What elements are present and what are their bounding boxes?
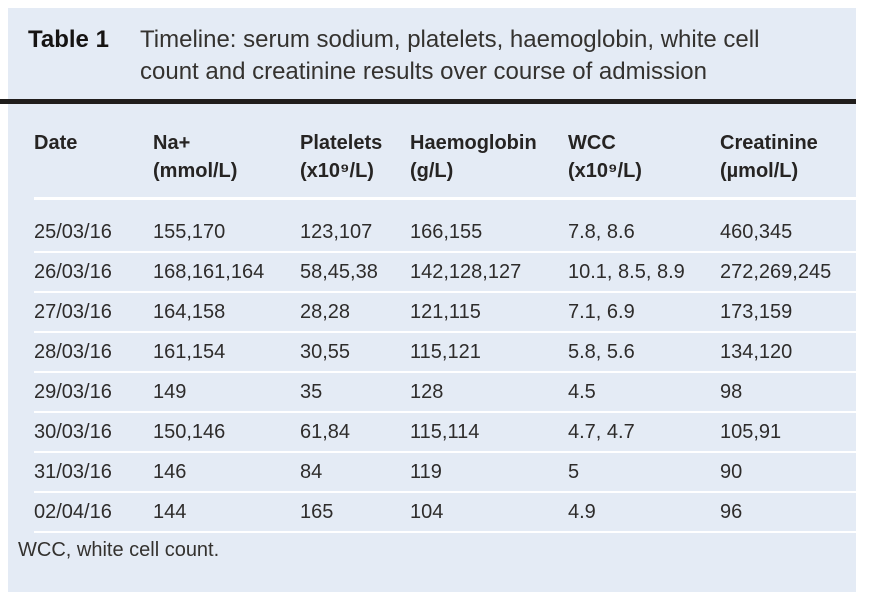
value-cell: 35 xyxy=(300,371,410,412)
value-cell: 121,115 xyxy=(410,291,568,332)
date-cell: 28/03/16 xyxy=(34,331,153,372)
table-row: 26/03/16 168,161,164 58,45,38 142,128,127 10… xyxy=(34,251,858,292)
column-label: Creatinine xyxy=(720,132,818,154)
value-cell: 61,84 xyxy=(300,411,410,452)
table-row: 28/03/16 161,154 30,55 115,121 5.8, 5.6 134,1… xyxy=(34,331,858,372)
table-body: 25/03/16 155,170 123,107 166,155 7.8, 8.6 460… xyxy=(34,199,858,533)
value-cell: 155,170 xyxy=(153,221,226,243)
column-label: WCC xyxy=(568,132,616,154)
table-row: 30/03/16 150,146 61,84 115,114 4.7, 4.7 105,9… xyxy=(34,411,858,452)
value-cell: 7.1, 6.9 xyxy=(568,291,720,332)
value-cell: 134,120 xyxy=(720,331,858,372)
table-row: 31/03/16 146 84 119 5 90 xyxy=(34,451,858,492)
value-cell: 161,154 xyxy=(153,331,300,372)
value-cell: 115,114 xyxy=(410,411,568,452)
value-cell: 150,146 xyxy=(153,411,300,452)
value-cell: 105,91 xyxy=(720,411,858,452)
date-cell: 25/03/16 xyxy=(34,221,112,243)
value-cell: 7.8, 8.6 xyxy=(568,221,635,243)
value-cell: 58,45,38 xyxy=(300,251,410,292)
date-cell: 31/03/16 xyxy=(34,451,153,492)
table-panel: Table 1 Timeline: serum sodium, platelet… xyxy=(8,8,858,592)
value-cell: 84 xyxy=(300,451,410,492)
table-caption: Table 1 Timeline: serum sodium, platelet… xyxy=(8,8,856,88)
value-cell: 10.1, 8.5, 8.9 xyxy=(568,251,720,292)
column-header: WCC (x10⁹/L) xyxy=(568,112,720,200)
value-cell: 90 xyxy=(720,451,858,492)
value-cell: 4.7, 4.7 xyxy=(568,411,720,452)
table-row: 25/03/16 155,170 123,107 166,155 7.8, 8.6 460… xyxy=(34,199,858,253)
value-cell: 30,55 xyxy=(300,331,410,372)
value-cell: 119 xyxy=(410,451,568,492)
results-table: Date Na+ (mmol/L) Platelets (x10⁹/L) Haemoglo… xyxy=(34,112,858,533)
table-row: 02/04/16 144 165 104 4.9 96 xyxy=(34,491,858,533)
value-cell: 144 xyxy=(153,491,300,533)
column-header: Creatinine (µmol/L) xyxy=(720,112,858,200)
value-cell: 460,345 xyxy=(720,221,793,243)
table-header-row: Date Na+ (mmol/L) Platelets (x10⁹/L) Haemoglo… xyxy=(34,112,858,200)
value-cell: 4.5 xyxy=(568,371,720,412)
column-unit: (x10⁹/L) xyxy=(568,160,642,182)
value-cell: 4.9 xyxy=(568,491,720,533)
value-cell: 142,128,127 xyxy=(410,251,568,292)
value-cell: 5 xyxy=(568,451,720,492)
header-rule-divider xyxy=(0,99,856,104)
value-cell: 96 xyxy=(720,491,858,533)
column-header: Haemoglobin (g/L) xyxy=(410,112,568,200)
column-label: Date xyxy=(34,132,78,154)
date-cell: 27/03/16 xyxy=(34,291,153,332)
value-cell: 168,161,164 xyxy=(153,251,300,292)
value-cell: 123,107 xyxy=(300,221,373,243)
date-cell: 26/03/16 xyxy=(34,251,153,292)
date-cell: 30/03/16 xyxy=(34,411,153,452)
column-header: Na+ (mmol/L) xyxy=(153,112,300,200)
value-cell: 28,28 xyxy=(300,291,410,332)
table-row: 29/03/16 149 35 128 4.5 98 xyxy=(34,371,858,412)
value-cell: 104 xyxy=(410,491,568,533)
value-cell: 98 xyxy=(720,371,858,412)
value-cell: 164,158 xyxy=(153,291,300,332)
value-cell: 146 xyxy=(153,451,300,492)
value-cell: 149 xyxy=(153,371,300,412)
date-cell: 29/03/16 xyxy=(34,371,153,412)
column-header: Date xyxy=(34,112,153,200)
column-header: Platelets (x10⁹/L) xyxy=(300,112,410,200)
date-cell: 02/04/16 xyxy=(34,491,153,533)
value-cell: 165 xyxy=(300,491,410,533)
column-label: Platelets xyxy=(300,132,383,154)
value-cell: 272,269,245 xyxy=(720,251,858,292)
table-row: 27/03/16 164,158 28,28 121,115 7.1, 6.9 173,1… xyxy=(34,291,858,332)
column-unit: (g/L) xyxy=(410,160,454,182)
table-number-label: Table 1 xyxy=(28,26,109,53)
table-footnote: WCC, white cell count. xyxy=(18,539,220,561)
value-cell: 173,159 xyxy=(720,291,858,332)
value-cell: 166,155 xyxy=(410,221,483,243)
column-unit: (mmol/L) xyxy=(153,160,238,182)
column-label: Haemoglobin xyxy=(410,132,537,154)
value-cell: 115,121 xyxy=(410,331,568,372)
column-unit: (µmol/L) xyxy=(720,160,799,182)
value-cell: 5.8, 5.6 xyxy=(568,331,720,372)
value-cell: 128 xyxy=(410,371,568,412)
table-title-text: Timeline: serum sodium, platelets, haemo… xyxy=(140,26,760,85)
column-label: Na+ xyxy=(153,132,191,154)
column-unit: (x10⁹/L) xyxy=(300,160,374,182)
